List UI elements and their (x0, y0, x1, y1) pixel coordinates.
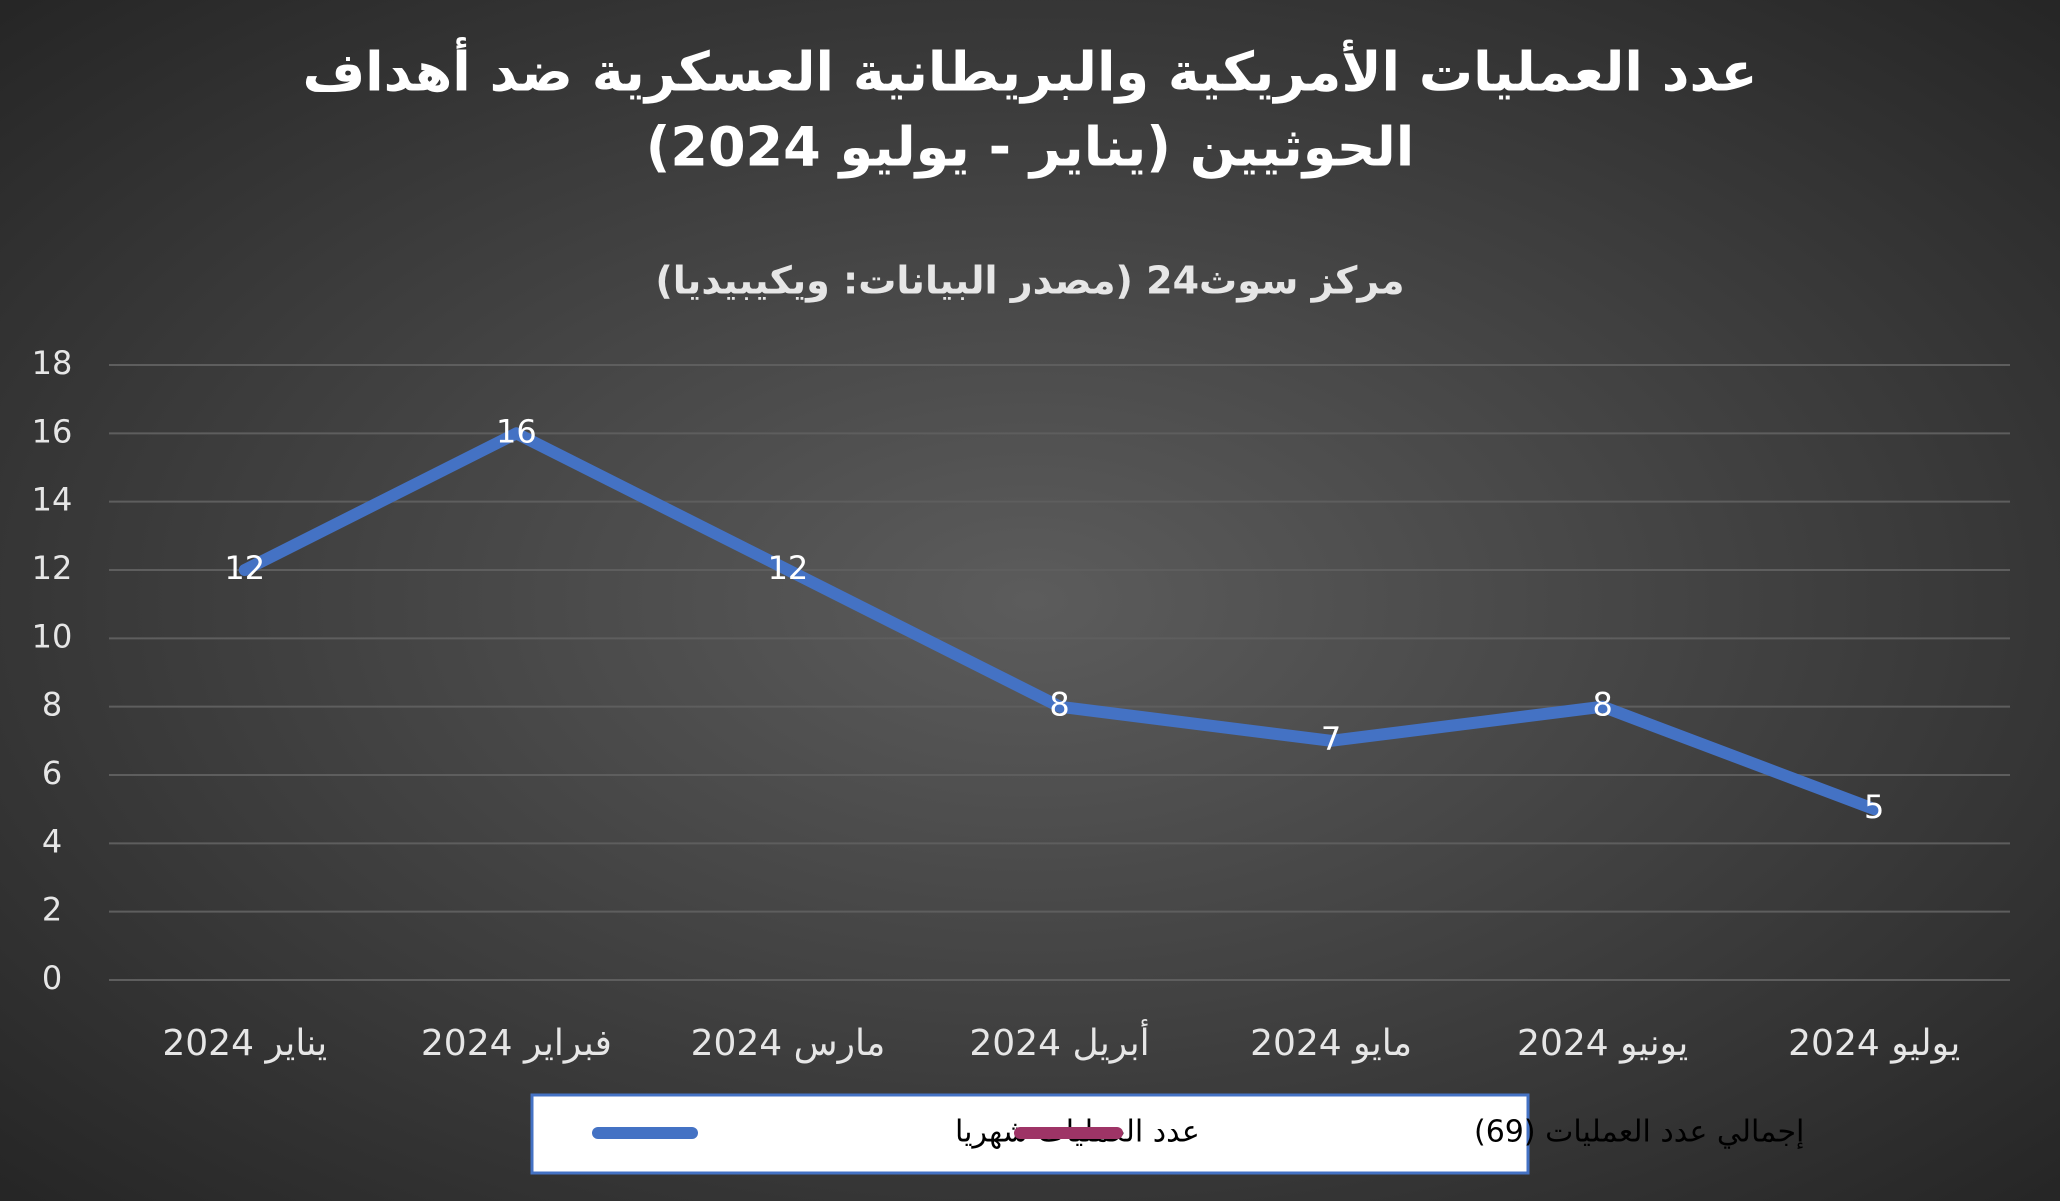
y-tick-label: 18 (32, 344, 73, 382)
y-tick-label: 6 (42, 754, 62, 792)
data-label: 12 (224, 549, 265, 587)
x-tick-label: مارس 2024 (691, 1023, 886, 1064)
x-tick-label: مايو 2024 (1250, 1023, 1412, 1064)
y-tick-label: 14 (32, 481, 73, 519)
y-tick-label: 0 (42, 959, 62, 997)
data-label: 7 (1321, 720, 1341, 758)
x-tick-label: فبراير 2024 (421, 1023, 612, 1064)
x-tick-label: أبريل 2024 (969, 1019, 1149, 1064)
data-label: 12 (768, 549, 809, 587)
legend-label: إجمالي عدد العمليات (69) (1474, 1115, 1804, 1150)
y-tick-label: 8 (42, 686, 62, 724)
data-label: 8 (1049, 686, 1069, 724)
chart-title: الحوثيين (يناير - يوليو 2024) (646, 116, 1415, 179)
data-label: 8 (1592, 686, 1612, 724)
chart-title: عدد العمليات الأمريكية والبريطانية العسك… (302, 37, 1757, 104)
y-tick-label: 16 (32, 412, 73, 450)
data-label: 5 (1864, 788, 1884, 826)
y-tick-label: 4 (42, 822, 62, 860)
data-line (238, 427, 1881, 816)
x-tick-label: يناير 2024 (162, 1023, 327, 1064)
chart-subtitle: مركز سوث24 (مصدر البيانات: ويكيبيديا) (655, 259, 1404, 304)
x-tick-label: يوليو 2024 (1788, 1023, 1960, 1064)
y-tick-label: 12 (32, 549, 73, 587)
data-label: 16 (496, 412, 537, 450)
y-tick-label: 2 (42, 891, 62, 929)
x-tick-label: يونيو 2024 (1517, 1023, 1688, 1064)
y-tick-label: 10 (32, 617, 73, 655)
